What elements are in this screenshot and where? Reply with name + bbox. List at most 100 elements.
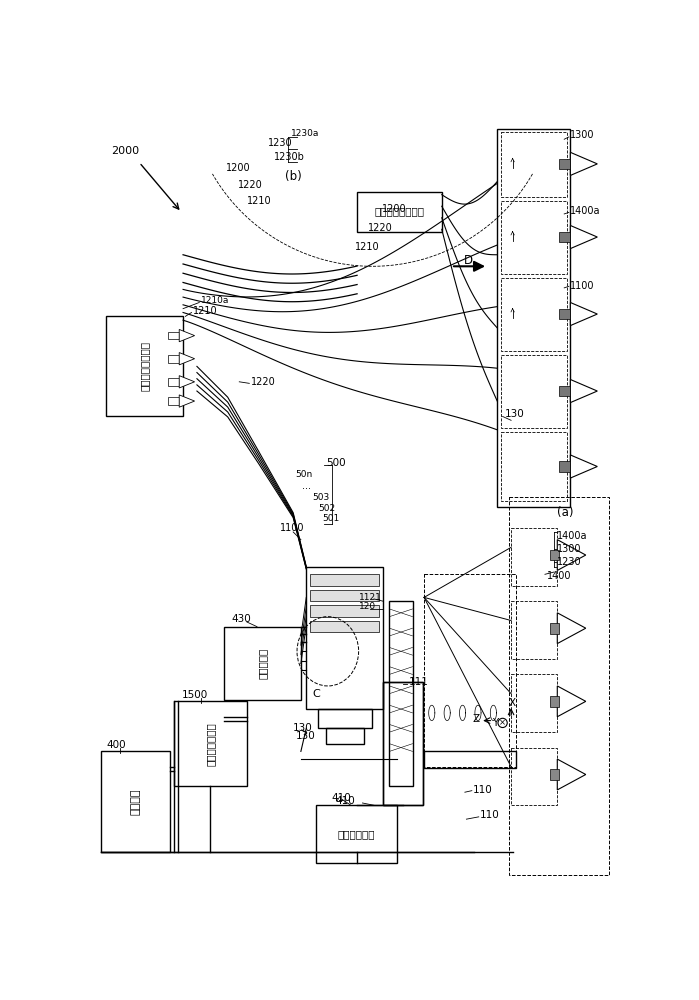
Text: ×: ×	[499, 718, 506, 727]
Polygon shape	[557, 613, 586, 644]
Polygon shape	[570, 455, 598, 478]
Polygon shape	[570, 152, 598, 175]
Polygon shape	[179, 329, 194, 342]
Bar	[511, 748, 557, 805]
Text: 1100: 1100	[280, 523, 305, 533]
Bar	[310, 574, 380, 586]
Text: C: C	[312, 689, 320, 699]
Text: X: X	[509, 698, 516, 708]
Bar	[318, 709, 372, 728]
Bar	[326, 728, 364, 744]
Text: 1200: 1200	[382, 204, 406, 214]
Bar	[174, 701, 247, 786]
Polygon shape	[570, 225, 598, 249]
Text: 110: 110	[480, 810, 500, 820]
Text: 载物台控制器: 载物台控制器	[338, 829, 375, 839]
Text: 50n: 50n	[296, 470, 312, 479]
Bar	[101, 751, 170, 852]
Bar	[106, 316, 183, 416]
Bar	[549, 623, 559, 634]
Text: 410: 410	[331, 793, 352, 803]
Text: 130: 130	[296, 731, 315, 741]
Bar	[389, 601, 412, 786]
Text: 500: 500	[326, 458, 345, 468]
Text: 1400: 1400	[547, 571, 572, 581]
Text: 1300: 1300	[570, 130, 595, 140]
Bar	[168, 397, 179, 405]
Bar	[559, 386, 570, 396]
Text: 1200: 1200	[226, 163, 251, 173]
Text: 1121: 1121	[359, 593, 382, 602]
Text: 1220: 1220	[251, 377, 275, 387]
Bar	[559, 309, 570, 319]
Text: 1100: 1100	[570, 281, 595, 291]
Text: 1230b: 1230b	[274, 152, 305, 162]
Bar	[168, 378, 179, 386]
Bar	[559, 461, 570, 472]
Text: 503: 503	[312, 493, 330, 502]
Bar	[549, 550, 559, 560]
Bar	[509, 497, 609, 875]
Bar	[357, 192, 442, 232]
Bar	[168, 332, 179, 339]
Text: 激光控制器: 激光控制器	[257, 648, 268, 679]
Text: 第二材料供给单元: 第二材料供给单元	[140, 341, 150, 391]
Bar	[559, 158, 570, 169]
Text: 111: 111	[409, 677, 428, 687]
Bar	[501, 355, 566, 428]
Bar	[549, 769, 559, 780]
Text: 430: 430	[231, 614, 252, 624]
Text: 110: 110	[473, 785, 492, 795]
Bar	[383, 682, 424, 805]
Bar	[501, 201, 566, 274]
Text: 1220: 1220	[238, 180, 263, 190]
Bar	[383, 682, 424, 805]
Polygon shape	[557, 540, 586, 570]
Bar	[511, 674, 557, 732]
Bar	[511, 528, 557, 586]
Text: 410: 410	[336, 796, 355, 806]
Polygon shape	[179, 376, 194, 388]
Polygon shape	[179, 395, 194, 407]
Text: Z: Z	[473, 714, 480, 724]
Text: (b): (b)	[285, 170, 302, 183]
Text: 1210: 1210	[355, 242, 380, 252]
Bar	[316, 805, 397, 863]
Bar	[501, 278, 566, 351]
Bar	[224, 627, 301, 700]
Bar	[511, 601, 557, 659]
Text: 材料供给控制器: 材料供给控制器	[206, 722, 215, 766]
Bar	[424, 751, 517, 768]
Text: 1210a: 1210a	[201, 296, 229, 305]
Text: 2000: 2000	[110, 146, 139, 156]
Text: 控制单元: 控制单元	[130, 788, 140, 815]
Text: D: D	[463, 254, 473, 267]
Bar	[306, 567, 383, 709]
Bar	[310, 605, 380, 617]
Text: 501: 501	[322, 514, 340, 523]
Bar	[310, 590, 380, 601]
Polygon shape	[557, 686, 586, 717]
Bar	[424, 574, 517, 767]
Polygon shape	[570, 302, 598, 326]
Text: 1500: 1500	[182, 690, 208, 700]
Bar	[501, 132, 566, 197]
Bar	[310, 620, 380, 632]
Bar	[559, 232, 570, 242]
Polygon shape	[557, 759, 586, 790]
Text: 400: 400	[106, 740, 126, 750]
Text: 1230: 1230	[557, 557, 582, 567]
Text: 1210: 1210	[193, 306, 217, 316]
Text: 1230a: 1230a	[291, 129, 319, 138]
Text: 1400a: 1400a	[557, 531, 588, 541]
Text: (a): (a)	[557, 506, 574, 519]
Circle shape	[498, 718, 507, 728]
Bar	[501, 432, 566, 501]
Polygon shape	[570, 379, 598, 403]
Bar	[168, 355, 179, 363]
Text: 130: 130	[505, 409, 525, 419]
Text: ...: ...	[302, 481, 311, 491]
Polygon shape	[179, 353, 194, 365]
Text: 1300: 1300	[557, 544, 582, 554]
Bar	[549, 696, 559, 707]
